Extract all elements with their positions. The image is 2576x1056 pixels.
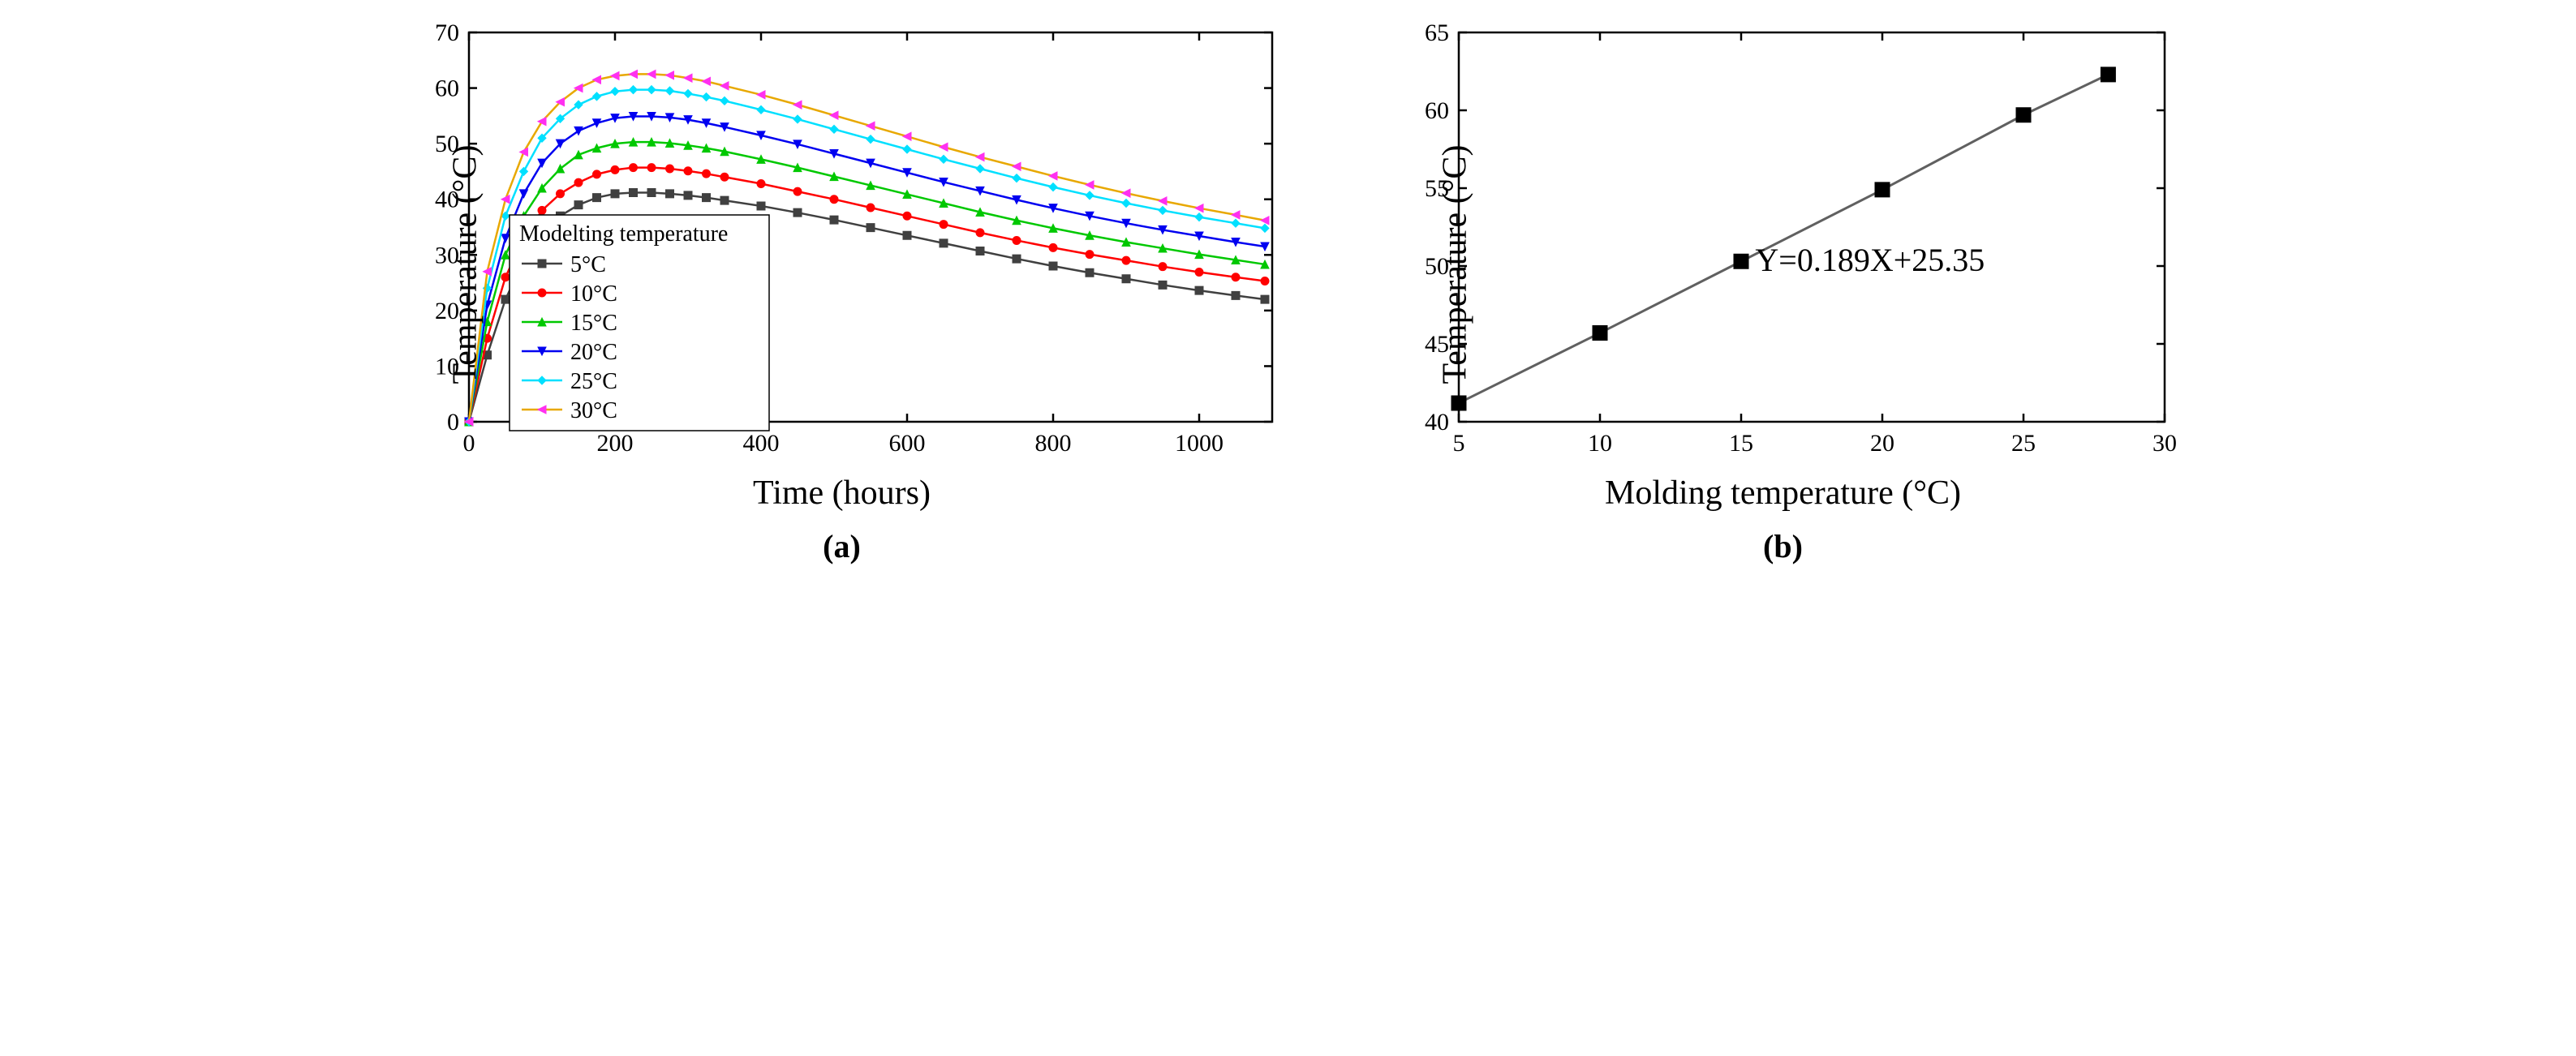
- svg-text:30: 30: [2152, 430, 2177, 457]
- svg-text:600: 600: [888, 430, 925, 457]
- svg-text:60: 60: [1425, 97, 1449, 124]
- chart-a-svg: 02004006008001000010203040506070Modeltin…: [396, 16, 1288, 470]
- chart-b-wrap: Temperature (°C) 51015202530404550556065…: [1386, 16, 2181, 513]
- svg-text:200: 200: [596, 430, 633, 457]
- svg-text:5°C: 5°C: [570, 252, 606, 277]
- panel-b-subcaption: (b): [1763, 527, 1803, 565]
- svg-text:20°C: 20°C: [570, 340, 617, 365]
- svg-text:0: 0: [462, 430, 475, 457]
- chart-a-wrap: Temperature (°C) 02004006008001000010203…: [396, 16, 1288, 513]
- svg-text:65: 65: [1425, 19, 1449, 46]
- svg-text:25: 25: [2011, 430, 2036, 457]
- panel-b-ylabel: Temperature (°C): [1435, 145, 1474, 384]
- svg-text:60: 60: [435, 75, 459, 102]
- svg-text:800: 800: [1034, 430, 1071, 457]
- panel-a-ylabel: Temperature (°C): [445, 145, 484, 384]
- svg-text:5: 5: [1452, 430, 1464, 457]
- panel-a-xlabel: Time (hours): [396, 474, 1288, 513]
- svg-text:0: 0: [447, 409, 459, 436]
- figure-container: Temperature (°C) 0 200 400 600 800 1000 0 10 20 3…: [16, 16, 2560, 565]
- svg-text:25°C: 25°C: [570, 369, 617, 394]
- svg-text:Modelting temperature: Modelting temperature: [519, 221, 728, 247]
- svg-text:15°C: 15°C: [570, 311, 617, 336]
- svg-text:10: 10: [1588, 430, 1612, 457]
- svg-text:70: 70: [435, 19, 459, 46]
- panel-a-subcaption: (a): [823, 527, 861, 565]
- svg-text:1000: 1000: [1175, 430, 1223, 457]
- svg-text:Y=0.189X+25.35: Y=0.189X+25.35: [1755, 242, 1985, 278]
- chart-b-svg: 51015202530404550556065Y=0.189X+25.35: [1386, 16, 2181, 470]
- svg-text:30°C: 30°C: [570, 398, 617, 423]
- panel-b: Temperature (°C) 51015202530404550556065…: [1386, 16, 2181, 565]
- svg-text:400: 400: [742, 430, 779, 457]
- svg-text:15: 15: [1729, 430, 1753, 457]
- panel-a: Temperature (°C) 02004006008001000010203…: [396, 16, 1288, 565]
- svg-text:40: 40: [1425, 409, 1449, 436]
- panel-b-xlabel: Molding temperature (°C): [1386, 474, 2181, 513]
- svg-text:20: 20: [1870, 430, 1894, 457]
- svg-text:10°C: 10°C: [570, 281, 617, 307]
